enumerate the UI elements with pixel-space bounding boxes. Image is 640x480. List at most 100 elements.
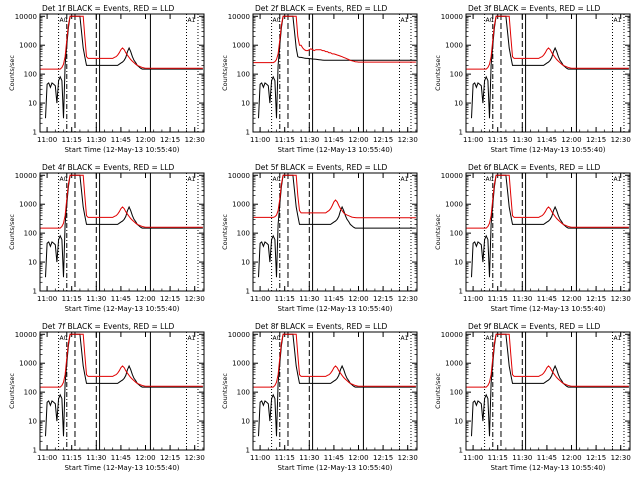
y-tick-label: 10 (454, 418, 463, 426)
series-line-red (466, 174, 629, 229)
y-tick-label: 10000 (15, 331, 37, 339)
series-line-black (258, 333, 416, 437)
y-tick-label: 1 (246, 447, 250, 455)
y-tick-label: 100 (237, 389, 250, 397)
y-tick-label: 100 (237, 230, 250, 238)
x-tick-label: 12:30 (611, 295, 631, 303)
x-tick-label: 11:00 (37, 295, 57, 303)
x-tick-label: 12:15 (160, 295, 180, 303)
x-tick-label: 11:00 (463, 136, 483, 144)
panel-title: Det 2f BLACK = Events, RED = LLD (255, 4, 388, 13)
y-axis-label: Counts/sec (434, 373, 442, 409)
y-axis-label: Counts/sec (221, 373, 229, 409)
attenuator-marker-label: A0 (60, 176, 68, 183)
x-tick-label: 11:45 (537, 295, 557, 303)
x-tick-label: 11:30 (86, 454, 106, 462)
y-tick-label: 100 (24, 389, 37, 397)
series-line-black (471, 15, 629, 119)
panel-1: Det 1f BLACK = Events, RED = LLD 1 10 100 10… (8, 4, 205, 154)
attenuator-marker-label: A1 (400, 17, 408, 24)
x-tick-label: 12:30 (185, 295, 205, 303)
x-tick-label: 12:30 (398, 454, 418, 462)
y-tick-label: 10 (241, 259, 250, 267)
y-tick-label: 1000 (232, 42, 250, 50)
x-axis-label: Start Time (12-May-13 10:55:40) (64, 305, 179, 313)
y-tick-label: 100 (450, 389, 463, 397)
y-tick-label: 10 (241, 418, 250, 426)
x-tick-label: 11:45 (111, 136, 131, 144)
x-tick-label: 11:00 (250, 454, 270, 462)
series-line-black (258, 15, 416, 119)
x-axis-label: Start Time (12-May-13 10:55:40) (277, 464, 392, 472)
y-axis-label: Counts/sec (221, 55, 229, 91)
x-tick-label: 11:15 (488, 295, 508, 303)
x-tick-label: 11:45 (111, 295, 131, 303)
x-axis-label: Start Time (12-May-13 10:55:40) (64, 464, 179, 472)
x-axis-label: Start Time (12-May-13 10:55:40) (490, 305, 605, 313)
x-tick-label: 11:15 (62, 136, 82, 144)
y-tick-label: 10000 (441, 172, 463, 180)
x-tick-label: 11:45 (111, 454, 131, 462)
plot-frame (465, 172, 631, 292)
y-tick-label: 10000 (228, 13, 250, 21)
y-tick-label: 10 (454, 259, 463, 267)
x-tick-label: 12:00 (135, 136, 155, 144)
attenuator-marker-label: A0 (273, 176, 281, 183)
x-tick-label: 11:45 (324, 136, 344, 144)
x-tick-label: 12:15 (373, 295, 393, 303)
attenuator-marker-label: A1 (187, 17, 195, 24)
x-tick-label: 12:15 (373, 136, 393, 144)
x-tick-label: 12:30 (398, 136, 418, 144)
y-tick-label: 1000 (19, 201, 37, 209)
x-tick-label: 12:00 (348, 295, 368, 303)
y-tick-label: 10 (454, 100, 463, 108)
x-tick-label: 12:15 (586, 454, 606, 462)
attenuator-marker-label: A1 (613, 17, 621, 24)
y-tick-label: 10 (28, 259, 37, 267)
series-line-red (253, 174, 416, 219)
y-axis-label: Counts/sec (8, 373, 16, 409)
series-line-black (45, 333, 203, 437)
y-tick-label: 100 (24, 71, 37, 79)
panel-6: Det 6f BLACK = Events, RED = LLD 1 10 100 10… (434, 163, 631, 313)
y-tick-label: 1 (459, 288, 463, 296)
y-tick-label: 1 (33, 447, 37, 455)
x-tick-label: 11:30 (512, 454, 532, 462)
x-tick-label: 12:15 (160, 136, 180, 144)
x-tick-label: 12:15 (373, 454, 393, 462)
x-tick-label: 12:30 (185, 454, 205, 462)
x-tick-label: 11:00 (250, 295, 270, 303)
series-line-red (40, 15, 203, 70)
y-tick-label: 1 (246, 288, 250, 296)
y-tick-label: 10000 (441, 13, 463, 21)
attenuator-marker-label: A1 (613, 335, 621, 342)
x-tick-label: 11:00 (463, 295, 483, 303)
y-tick-label: 1000 (19, 360, 37, 368)
plot-frame (465, 331, 631, 451)
series-line-black (471, 174, 629, 278)
y-tick-label: 10 (28, 418, 37, 426)
plot-frame (39, 13, 205, 133)
x-tick-label: 11:30 (512, 295, 532, 303)
series-line-red (40, 174, 203, 229)
x-axis-label: Start Time (12-May-13 10:55:40) (277, 305, 392, 313)
x-tick-label: 12:00 (348, 454, 368, 462)
panel-title: Det 7f BLACK = Events, RED = LLD (42, 322, 175, 331)
panel-title: Det 1f BLACK = Events, RED = LLD (42, 4, 175, 13)
y-axis-label: Counts/sec (221, 214, 229, 250)
y-tick-label: 10000 (228, 172, 250, 180)
panel-3: Det 3f BLACK = Events, RED = LLD 1 10 100 10… (434, 4, 631, 154)
x-tick-label: 11:45 (324, 454, 344, 462)
y-tick-label: 1000 (19, 42, 37, 50)
plot-frame (465, 13, 631, 133)
attenuator-marker-label: A1 (613, 176, 621, 183)
x-tick-label: 11:30 (299, 136, 319, 144)
series-line-red (253, 15, 416, 64)
x-tick-label: 11:00 (37, 454, 57, 462)
y-tick-label: 1 (459, 129, 463, 137)
x-tick-label: 11:00 (250, 136, 270, 144)
x-tick-label: 12:30 (398, 295, 418, 303)
plot-frame (252, 331, 418, 451)
x-tick-label: 12:30 (611, 454, 631, 462)
